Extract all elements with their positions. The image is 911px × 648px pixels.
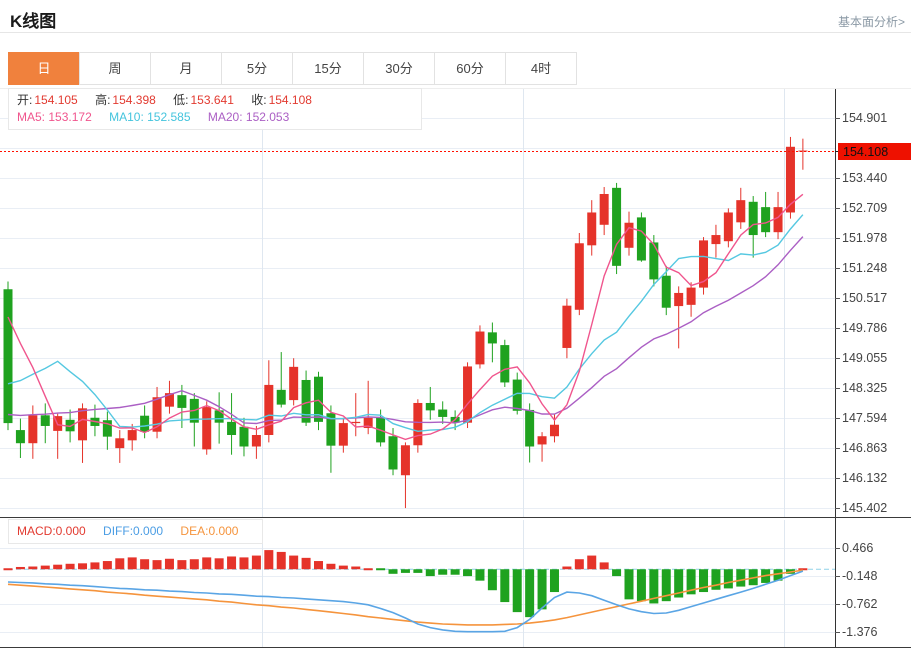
svg-text:151.248: 151.248 (842, 261, 887, 275)
timeframe-tabbar: 日周月 5分 15分 30分 60分 4时 (8, 52, 577, 85)
ma10-line (7, 214, 804, 433)
candlestick-panel (0, 136, 846, 509)
open-label: 开: (17, 93, 33, 107)
svg-text:154.901: 154.901 (842, 111, 887, 125)
svg-text:149.055: 149.055 (842, 351, 887, 365)
svg-text:-1.376: -1.376 (842, 625, 877, 639)
tab-5min[interactable]: 5分 (221, 52, 293, 85)
svg-text:146.863: 146.863 (842, 441, 887, 455)
macd-info-box: MACD:0.000 DIFF:0.000 DEA:0.000 (8, 519, 263, 544)
diff-label: DIFF: (103, 524, 134, 538)
tab-month[interactable]: 月 (150, 52, 222, 85)
ma10-value: 152.585 (147, 110, 191, 124)
ohlc-info-box: 开: 154.105 高: 154.398 低: 153.641 收: 154.108 … (8, 88, 422, 130)
page-title: K线图 (10, 12, 57, 31)
dea-line (7, 569, 803, 626)
close-value: 154.108 (268, 93, 312, 107)
svg-text:149.786: 149.786 (842, 321, 887, 335)
ohlc-row: 开: 154.105 高: 154.398 低: 153.641 收: 154.108 (17, 92, 413, 109)
macd-panel (3, 550, 835, 633)
dea-label: DEA: (180, 524, 209, 538)
ma5-value: 153.172 (48, 110, 92, 124)
svg-text:-0.148: -0.148 (842, 569, 877, 583)
fundamental-analysis-link[interactable]: 基本面分析> (837, 15, 905, 29)
macd-label: MACD: (17, 524, 56, 538)
high-label: 高: (95, 93, 111, 107)
svg-text:146.132: 146.132 (842, 471, 887, 485)
low-value: 153.641 (190, 93, 234, 107)
svg-text:152.709: 152.709 (842, 201, 887, 215)
svg-text:151.978: 151.978 (842, 231, 887, 245)
ma5-label: MA5: (17, 110, 46, 124)
low-label: 低: (173, 93, 189, 107)
svg-text:147.594: 147.594 (842, 411, 887, 425)
tab-4hour[interactable]: 4时 (505, 52, 577, 85)
high-value: 154.398 (112, 93, 156, 107)
macd-value: 0.000 (55, 524, 86, 538)
tab-30min[interactable]: 30分 (363, 52, 435, 85)
tab-day[interactable]: 日 (8, 52, 80, 85)
tab-week[interactable]: 周 (79, 52, 151, 85)
svg-text:153.440: 153.440 (842, 171, 887, 185)
header-divider (0, 32, 911, 33)
dea-value: 0.000 (208, 524, 239, 538)
close-label: 收: (251, 93, 267, 107)
svg-text:150.517: 150.517 (842, 291, 887, 305)
tab-15min[interactable]: 15分 (292, 52, 364, 85)
ma5-line (7, 193, 804, 441)
svg-text:0.466: 0.466 (842, 541, 873, 555)
svg-text:148.325: 148.325 (842, 381, 887, 395)
svg-text:-0.762: -0.762 (842, 597, 877, 611)
current-price-tag (838, 143, 911, 160)
diff-line (7, 570, 804, 633)
svg-text:145.402: 145.402 (842, 501, 887, 515)
open-value: 154.105 (34, 93, 78, 107)
ma-row: MA5: 153.172 MA10: 152.585 MA20: 152.053 (17, 109, 413, 126)
gridlines (0, 88, 835, 647)
diff-value: 0.000 (133, 524, 164, 538)
tab-60min[interactable]: 60分 (434, 52, 506, 85)
ma20-value: 152.053 (245, 110, 290, 124)
ma10-label: MA10: (109, 110, 144, 124)
ma20-line (7, 236, 804, 425)
current-price-value: 154.108 (843, 145, 889, 159)
ma20-label: MA20: (207, 110, 243, 124)
